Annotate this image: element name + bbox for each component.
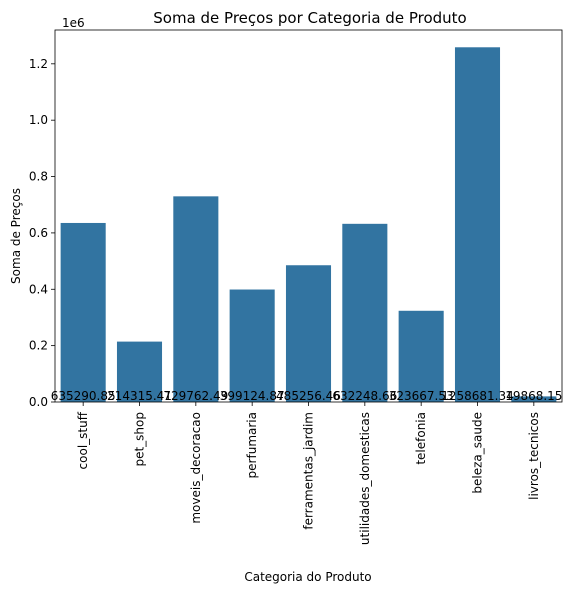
bar-pet_shop — [116, 341, 163, 402]
y-axis-label: Soma de Preços — [9, 188, 23, 284]
y-tick-label: 0.6 — [29, 226, 48, 240]
x-axis-label: Categoria do Produto — [244, 570, 371, 584]
y-tick-label: 0.4 — [29, 282, 48, 296]
y-offset-label: 1e6 — [62, 16, 85, 30]
bar-moveis_decoracao — [173, 196, 219, 402]
bar-perfumaria — [229, 289, 275, 402]
x-tick-label: utilidades_domesticas — [358, 412, 372, 545]
value-label: 323667.53 — [389, 389, 454, 403]
y-tick-label: 1.0 — [29, 113, 48, 127]
x-ticks-group: cool_stuff pet_shop moveis_decoracao perfum… — [76, 402, 541, 545]
x-tick-label: cool_stuff — [76, 411, 90, 469]
bar-cool_stuff — [60, 222, 106, 402]
plot-frame — [54, 29, 563, 403]
value-label: 214315.41 — [107, 389, 172, 403]
value-label: 19868.15 — [505, 389, 562, 403]
value-label: 635290.85 — [51, 389, 116, 403]
x-tick-label: perfumaria — [245, 412, 259, 478]
bar-livros_tecnicos — [511, 396, 557, 402]
value-label: 485256.46 — [276, 389, 341, 403]
chart-title: Soma de Preços por Categoria de Produto — [153, 9, 466, 27]
x-tick-label: moveis_decoracao — [189, 412, 203, 524]
value-label: 399124.87 — [220, 389, 285, 403]
x-tick-label: pet_shop — [133, 412, 147, 467]
bar-ferramentas_jardim — [285, 265, 332, 402]
bar-beleza_saude — [454, 47, 501, 403]
x-tick-label: telefonia — [414, 412, 428, 465]
bar-utilidades_domesticas — [342, 223, 388, 402]
y-tick-label: 0.0 — [29, 395, 48, 409]
x-tick-label: ferramentas_jardim — [302, 412, 316, 530]
x-tick-label: livros_tecnicos — [527, 412, 541, 500]
y-tick-label: 0.8 — [29, 170, 48, 184]
value-label: 1258681.34 — [441, 389, 514, 403]
y-tick-label: 0.2 — [29, 339, 48, 353]
x-tick-label: beleza_saude — [471, 412, 485, 494]
y-ticks-group: 0.0 0.2 0.4 0.6 0.8 1.0 1.2 — [29, 57, 55, 409]
value-label: 729762.49 — [163, 389, 228, 403]
value-label: 632248.66 — [332, 389, 397, 403]
bar-telefonia — [398, 310, 444, 402]
bars-group — [60, 47, 557, 403]
y-tick-label: 1.2 — [29, 57, 48, 71]
value-labels-group: 635290.85214315.41729762.49399124.874852… — [51, 389, 563, 403]
